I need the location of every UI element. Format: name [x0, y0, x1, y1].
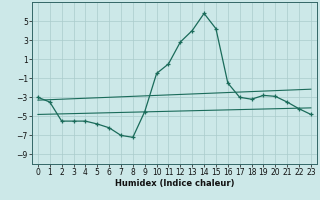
- X-axis label: Humidex (Indice chaleur): Humidex (Indice chaleur): [115, 179, 234, 188]
